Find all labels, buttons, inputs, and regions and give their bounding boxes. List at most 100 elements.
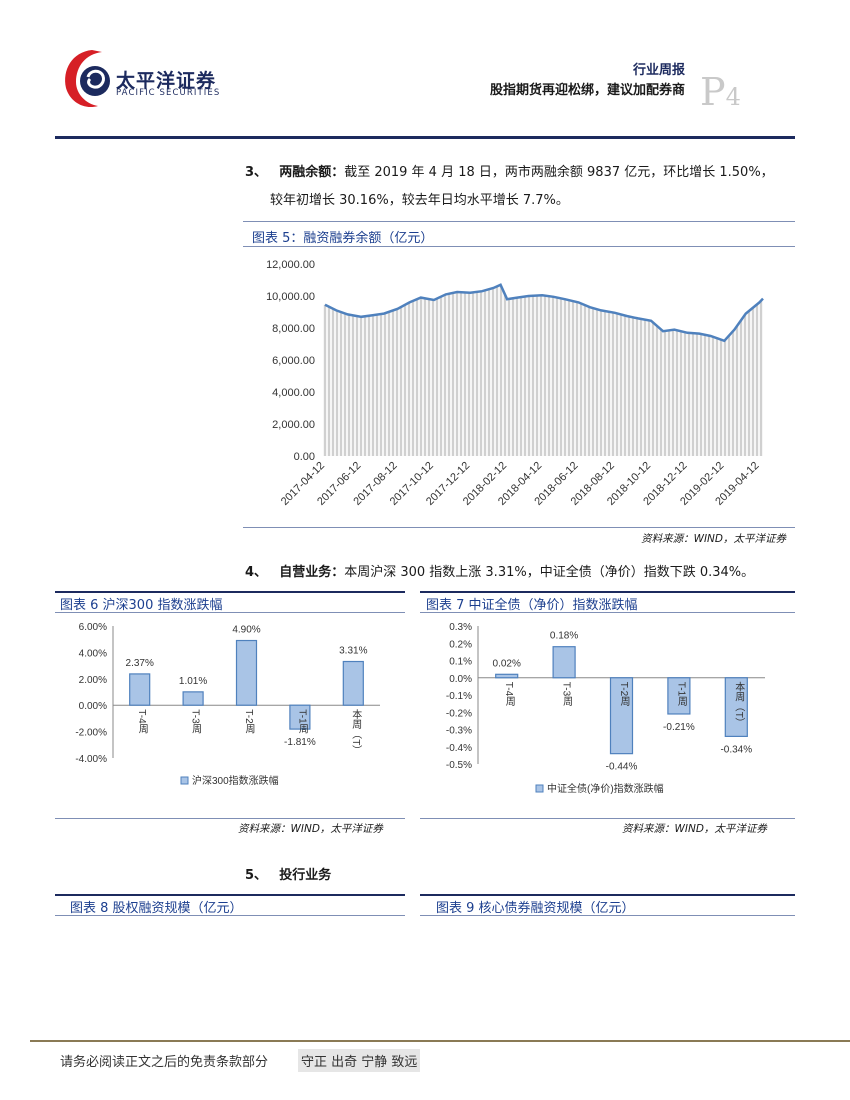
- section3-line1: 截至 2019 年 4 月 18 日，两市两融余额 9837 亿元，环比增长 1…: [344, 165, 774, 180]
- logo-name-cn: 太平洋证券: [116, 70, 217, 92]
- category-label: T-3周: [190, 709, 202, 734]
- bar: [552, 646, 576, 679]
- y-tick-label: -0.2%: [446, 708, 472, 719]
- figure8-title-rule: [55, 915, 405, 916]
- bar: [129, 673, 151, 706]
- y-tick-label: 6,000.00: [272, 355, 315, 367]
- y-tick-label: 0.00%: [79, 701, 107, 712]
- y-tick-label: 0.0%: [449, 674, 472, 685]
- section4-heading: 自营业务：: [279, 565, 345, 580]
- figure5-title: 图表 5：融资融券余额（亿元）: [252, 231, 434, 246]
- y-tick-label: -0.4%: [446, 743, 472, 754]
- figure6-top-rule: [55, 591, 405, 593]
- figure7-title-rule: [420, 612, 795, 613]
- y-tick-label: 2,000.00: [272, 419, 315, 431]
- section5-num: 5、: [245, 868, 268, 883]
- margin-balance-chart: 0.00 2,000.00 4,000.00 6,000.00 8,000.00 10,0…: [266, 259, 764, 508]
- figure6-title: 图表 6 沪深300 指数涨跌幅: [60, 598, 223, 613]
- data-label: 2.37%: [126, 658, 154, 669]
- bar: [724, 677, 748, 738]
- legend-label: 中证全债(净价)指数涨跌幅: [547, 782, 664, 795]
- legend-swatch: [180, 776, 189, 785]
- category-label: T-4周: [503, 682, 515, 707]
- page-digit: 4: [725, 83, 741, 111]
- figure5-title-rule: [243, 246, 795, 247]
- section3-heading: 两融余额：: [279, 165, 345, 180]
- data-label: 3.31%: [339, 646, 367, 657]
- figure8-title: 图表 8 股权融资规模（亿元）: [70, 901, 243, 916]
- data-label: -0.34%: [720, 744, 752, 755]
- figure5-source: 资料来源：WIND，太平洋证券: [641, 533, 786, 545]
- figure6-title-rule: [55, 612, 405, 613]
- figure7-source: 资料来源：WIND，太平洋证券: [622, 823, 767, 835]
- logo-emblem: [65, 50, 110, 108]
- bar: [182, 691, 204, 706]
- figure7-title: 图表 7 中证全债（净价）指数涨跌幅: [426, 598, 638, 613]
- y-tick-label: 0.2%: [449, 639, 472, 650]
- y-tick-label: -0.5%: [446, 760, 472, 771]
- category-label: 本周（T）: [350, 708, 362, 755]
- footer-motto: 守正 出奇 宁静 致远: [298, 1049, 421, 1072]
- category-label: 本周（T）: [733, 681, 745, 728]
- y-tick-label: 0.00: [294, 451, 315, 463]
- y-tick-label: 10,000.00: [266, 291, 315, 303]
- category-label: T-2周: [618, 682, 630, 707]
- y-tick-label: 8,000.00: [272, 323, 315, 335]
- y-tick-label: 0.3%: [449, 622, 472, 633]
- y-tick-label: 4,000.00: [272, 387, 315, 399]
- figure5-top-rule: [243, 221, 795, 222]
- bar: [667, 677, 691, 715]
- data-label: -1.81%: [284, 737, 316, 748]
- figure9-top-rule: [420, 894, 795, 896]
- y-tick-label: 6.00%: [79, 622, 107, 633]
- data-label: -0.44%: [606, 762, 638, 773]
- figure7-bottom-rule: [420, 818, 795, 819]
- section3-line2: 较年初增长 30.16%，较去年日均水平增长 7.7%。: [270, 193, 569, 208]
- bar: [289, 704, 311, 730]
- y-tick-label: -2.00%: [75, 728, 107, 739]
- y-tick-label: 0.1%: [449, 657, 472, 668]
- category-label: T-3周: [561, 682, 573, 707]
- figure8-top-rule: [55, 894, 405, 896]
- section5-heading: 5、 投行业务: [245, 866, 331, 886]
- y-tick-label: 2.00%: [79, 675, 107, 686]
- legend-label: 沪深300指数涨跌幅: [192, 774, 279, 787]
- figure9-title-rule: [420, 915, 795, 916]
- section4-paragraph: 4、 自营业务：本周沪深 300 指数上涨 3.31%，中证全债（净价）指数下跌…: [245, 563, 805, 583]
- logo-name-en: PACIFIC SECURITIES: [116, 88, 221, 98]
- figure9-title: 图表 9 核心债券融资规模（亿元）: [436, 901, 635, 916]
- bar: [235, 639, 258, 706]
- bar: [342, 660, 364, 706]
- section3-num: 3、: [245, 165, 268, 180]
- bond-index-change-chart: -0.5% -0.4% -0.3% -0.2% -0.1% 0.0% 0.1% 0.2% 0.3…: [446, 622, 765, 795]
- section5-title: 投行业务: [279, 868, 332, 883]
- page-number: P4: [700, 70, 741, 114]
- category-label: T-2周: [243, 709, 255, 734]
- data-label: 0.18%: [550, 631, 578, 642]
- figure7-top-rule: [420, 591, 795, 593]
- report-category: 行业周报: [632, 63, 685, 78]
- section3-paragraph: 3、 两融余额：截至 2019 年 4 月 18 日，两市两融余额 9837 亿…: [245, 163, 805, 183]
- category-label: T-4周: [136, 709, 148, 734]
- figure6-bottom-rule: [55, 818, 405, 819]
- y-tick-label: -0.1%: [446, 691, 472, 702]
- figure6-source: 资料来源：WIND，太平洋证券: [238, 823, 383, 835]
- bar: [609, 677, 634, 755]
- figure5-bottom-rule: [243, 527, 795, 528]
- y-tick-label: -0.3%: [446, 726, 472, 737]
- data-label: 1.01%: [179, 676, 207, 687]
- footer-divider: [30, 1040, 850, 1042]
- data-label: -0.21%: [663, 722, 695, 733]
- footer-disclaimer: 请务必阅读正文之后的免责条款部分: [60, 1055, 269, 1070]
- section4-num: 4、: [245, 565, 268, 580]
- y-tick-label: 12,000.00: [266, 259, 315, 271]
- category-label: T-1周: [296, 709, 308, 734]
- csi300-change-chart: -4.00% -2.00% 0.00% 2.00% 4.00% 6.00% 2.37% T-4…: [75, 622, 380, 787]
- legend-swatch: [535, 784, 544, 793]
- report-title: 股指期货再迎松绑，建议加配券商: [489, 83, 685, 98]
- data-label: 0.02%: [493, 658, 521, 669]
- category-label: T-1周: [675, 682, 687, 707]
- bar: [495, 673, 519, 679]
- y-tick-label: 4.00%: [79, 648, 107, 659]
- y-tick-label: -4.00%: [75, 754, 107, 765]
